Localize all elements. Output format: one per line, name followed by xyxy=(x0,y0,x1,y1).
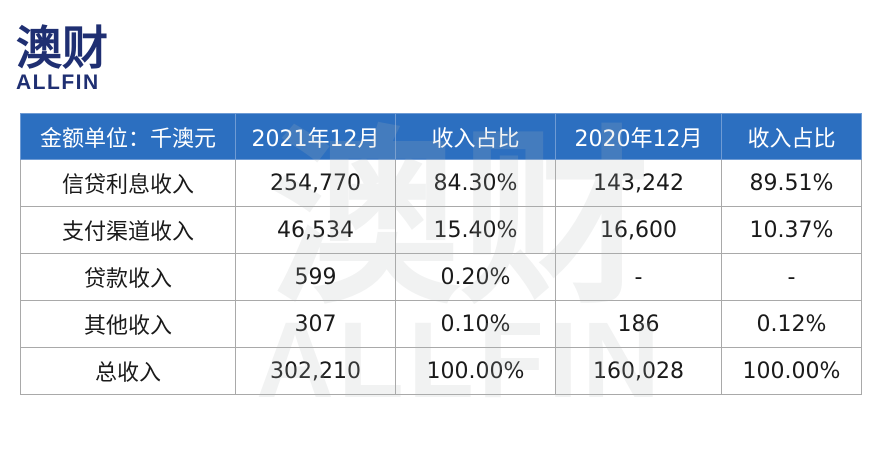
table-row: 贷款收入 599 0.20% - - xyxy=(20,253,862,301)
row-label: 贷款收入 xyxy=(20,253,236,301)
header-2020-dec: 2020年12月 xyxy=(555,113,722,160)
table-row: 信贷利息收入 254,770 84.30% 143,242 89.51% xyxy=(20,159,862,207)
cell-2021-value: 599 xyxy=(235,253,396,301)
revenue-table: 金额单位：千澳元 2021年12月 收入占比 2020年12月 收入占比 信贷利… xyxy=(20,113,862,395)
table-header-row: 金额单位：千澳元 2021年12月 收入占比 2020年12月 收入占比 xyxy=(20,113,862,160)
cell-2021-share: 15.40% xyxy=(395,206,556,254)
cell-2021-share: 0.20% xyxy=(395,253,556,301)
cell-2020-share: 0.12% xyxy=(721,300,862,348)
cell-2021-share: 84.30% xyxy=(395,159,556,207)
row-label: 支付渠道收入 xyxy=(20,206,236,254)
cell-2021-value: 254,770 xyxy=(235,159,396,207)
cell-2020-share: 89.51% xyxy=(721,159,862,207)
cell-2020-share: - xyxy=(721,253,862,301)
cell-2020-value: 186 xyxy=(555,300,722,348)
cell-2020-value: 143,242 xyxy=(555,159,722,207)
row-label: 信贷利息收入 xyxy=(20,159,236,207)
cell-2020-share: 100.00% xyxy=(721,347,862,395)
header-unit: 金额单位：千澳元 xyxy=(20,113,236,160)
table-row: 其他收入 307 0.10% 186 0.12% xyxy=(20,300,862,348)
cell-2021-share: 0.10% xyxy=(395,300,556,348)
table-row: 支付渠道收入 46,534 15.40% 16,600 10.37% xyxy=(20,206,862,254)
row-label: 其他收入 xyxy=(20,300,236,348)
cell-2020-value: - xyxy=(555,253,722,301)
allfin-logo: 澳财 ALLFIN xyxy=(16,22,108,94)
cell-2021-share: 100.00% xyxy=(395,347,556,395)
cell-2020-share: 10.37% xyxy=(721,206,862,254)
logo-english: ALLFIN xyxy=(16,71,100,94)
header-share-2020: 收入占比 xyxy=(721,113,862,160)
logo-chinese: 澳财 xyxy=(16,21,108,75)
row-label: 总收入 xyxy=(20,347,236,395)
cell-2021-value: 307 xyxy=(235,300,396,348)
cell-2021-value: 46,534 xyxy=(235,206,396,254)
cell-2021-value: 302,210 xyxy=(235,347,396,395)
cell-2020-value: 160,028 xyxy=(555,347,722,395)
header-2021-dec: 2021年12月 xyxy=(235,113,396,160)
table-row-total: 总收入 302,210 100.00% 160,028 100.00% xyxy=(20,347,862,395)
cell-2020-value: 16,600 xyxy=(555,206,722,254)
header-share-2021: 收入占比 xyxy=(395,113,556,160)
